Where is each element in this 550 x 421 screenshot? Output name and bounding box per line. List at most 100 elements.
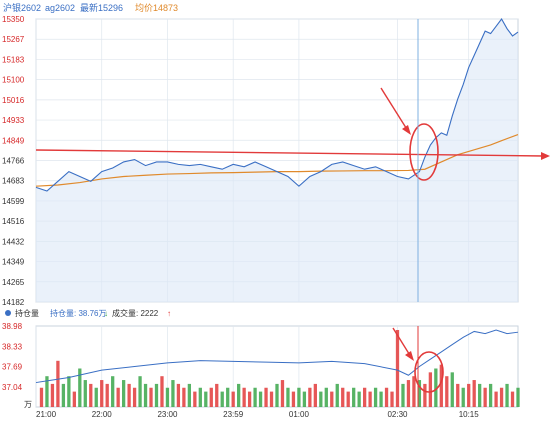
volume-bar: [231, 391, 235, 407]
volume-bar: [56, 360, 60, 407]
volume-bar: [401, 383, 405, 407]
volume-bar: [121, 380, 126, 407]
volume-bar: [434, 368, 438, 407]
volume-y-tick: 38.33: [2, 342, 23, 351]
price-y-tick: 14265: [2, 278, 25, 287]
volume-bar: [242, 387, 246, 407]
price-y-tick: 14766: [2, 157, 25, 166]
price-y-tick: 14432: [2, 237, 25, 246]
price-y-tick: 14683: [2, 177, 25, 186]
header-exchange: 沪银2602: [3, 2, 41, 13]
volume-bar: [472, 380, 476, 407]
x-tick: 21:00: [36, 410, 57, 419]
volume-bar: [450, 372, 454, 407]
volume-bar: [313, 383, 317, 407]
volume-bar: [61, 383, 66, 407]
volume-bar: [494, 391, 498, 407]
price-y-tick: 14516: [2, 217, 25, 226]
volume-bar: [308, 387, 312, 407]
volume-bar: [50, 383, 55, 407]
red-trendline-arrowhead: [541, 152, 550, 160]
volume-bar: [357, 391, 361, 407]
volume-bar: [72, 391, 76, 407]
volume-bar: [291, 391, 296, 407]
volume-bar: [445, 376, 449, 407]
red-arrow-price-head: [402, 125, 411, 135]
price-y-tick: 14849: [2, 136, 25, 145]
red-arrow-volume-head: [405, 351, 414, 361]
volume-bar: [406, 380, 411, 407]
volume-bar: [176, 383, 181, 407]
volume-bar: [362, 387, 367, 407]
volume-bar: [461, 387, 465, 407]
volume-bar: [335, 383, 339, 407]
oi-label: 持仓量: [15, 308, 39, 318]
volume-bar: [111, 376, 115, 407]
volume-bar: [341, 387, 345, 407]
volume-bar: [439, 364, 443, 407]
volume-bar: [209, 387, 213, 407]
volume-bar: [237, 383, 241, 407]
volume-bar: [412, 376, 416, 407]
price-y-tick: 15100: [2, 76, 25, 85]
red-circle-price: [409, 123, 439, 181]
price-line: [35, 17, 519, 192]
volume-bar: [83, 380, 87, 407]
volume-bar: [94, 387, 98, 407]
price-y-tick: 14349: [2, 258, 25, 267]
red-circle-volume: [414, 351, 444, 393]
volume-bar: [226, 387, 230, 407]
volume-bar: [368, 391, 372, 407]
volume-bar: [297, 387, 301, 407]
volume-y-tick: 万: [24, 400, 32, 409]
volume-bar: [510, 391, 515, 407]
volume-bar: [286, 387, 290, 407]
volume-bar: [143, 383, 148, 407]
volume-bar: [67, 376, 71, 407]
header-avg: 均价14873: [135, 2, 178, 13]
volume-bar: [456, 383, 460, 407]
open-interest-line: [35, 329, 519, 384]
header-latest: 最新15296: [80, 2, 123, 13]
volume-y-tick: 37.04: [2, 383, 23, 392]
header-symbol: ag2602: [45, 3, 75, 13]
x-tick: 22:00: [92, 410, 113, 419]
volume-bar: [187, 383, 192, 407]
price-y-tick: 15267: [2, 35, 25, 44]
volume-bar: [165, 387, 170, 407]
volume-bar: [275, 383, 279, 407]
volume-bar: [149, 387, 153, 407]
volume-bar: [138, 376, 142, 407]
price-y-tick: 15350: [2, 15, 25, 24]
volume-bar: [379, 391, 383, 407]
oi-dot-icon: [5, 310, 11, 316]
volume-bar: [478, 383, 482, 407]
price-y-tick: 15183: [2, 55, 25, 64]
volume-bar: [269, 391, 274, 407]
x-tick: 01:00: [289, 410, 310, 419]
x-tick: 02:30: [387, 410, 408, 419]
volume-bar: [516, 387, 520, 407]
volume-bar: [330, 391, 334, 407]
volume-y-tick: 37.69: [2, 363, 23, 372]
x-tick: 23:00: [157, 410, 178, 419]
volume-bar: [160, 376, 164, 407]
volume-bar: [89, 383, 93, 407]
volume-bar: [467, 383, 471, 407]
volume-bar: [488, 383, 493, 407]
down-arrow-icon: ↓: [104, 309, 108, 318]
x-tick: 23:59: [223, 410, 244, 419]
volume-bar: [390, 391, 394, 407]
price-y-tick: 15016: [2, 96, 25, 105]
volume-bar: [384, 387, 389, 407]
volume-bar: [182, 387, 186, 407]
volume-bar: [253, 387, 257, 407]
volume-bar: [198, 387, 202, 407]
red-arrow-volume: [392, 327, 412, 358]
volume-bar: [171, 380, 175, 407]
x-tick: 10:15: [459, 410, 480, 419]
volume-bar: [352, 387, 356, 407]
volume-bar: [395, 330, 400, 407]
red-arrow-price: [380, 87, 409, 132]
